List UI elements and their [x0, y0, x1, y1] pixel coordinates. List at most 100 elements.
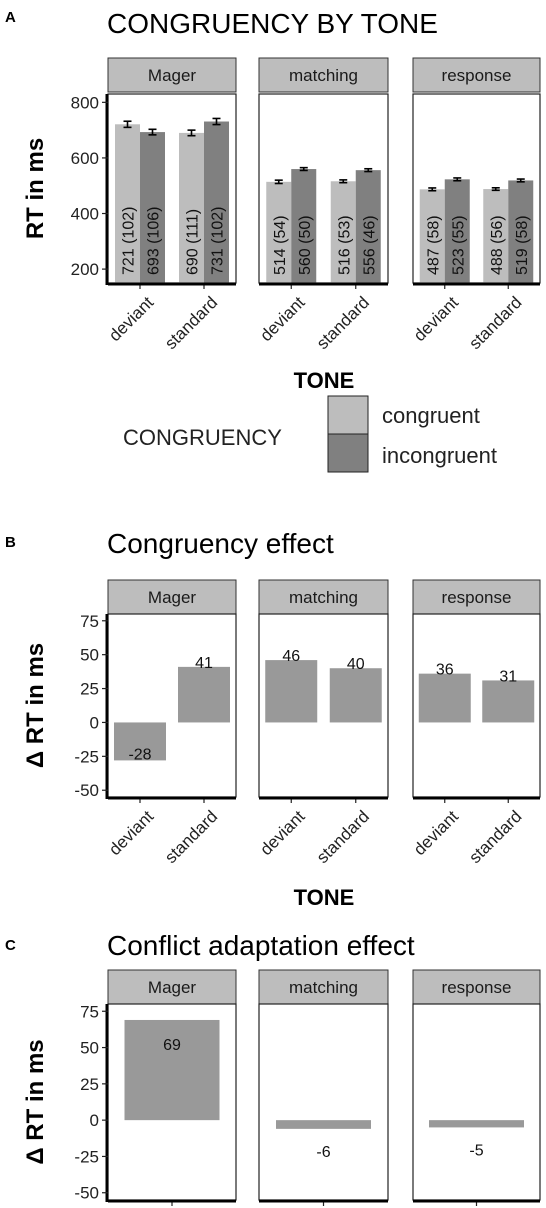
facet-label: Mager: [148, 588, 197, 607]
bar-value-label: 523 (55): [450, 215, 467, 275]
bar-incongruent: [291, 169, 317, 283]
bar-value-label: 516 (53): [336, 215, 353, 275]
facet-label: matching: [289, 588, 358, 607]
bar-value-label: 731 (102): [210, 207, 227, 276]
x-tick-label: deviant: [256, 293, 308, 345]
facet-label: Mager: [148, 66, 197, 85]
y-tick-label: 0: [90, 713, 99, 732]
facet-strip: [258, 579, 389, 615]
effect-bar: [418, 673, 471, 723]
x-tick-label: standard: [161, 807, 221, 867]
bar-value-label: 488 (56): [489, 215, 506, 275]
facet-strip: [412, 969, 541, 1005]
x-tick-label: standard: [313, 807, 373, 867]
bar-incongruent: [355, 170, 381, 283]
bar-value-label: -28: [128, 746, 151, 763]
y-tick-label: -50: [74, 781, 99, 800]
x-tick-label: deviant: [256, 807, 308, 859]
y-tick-label: 200: [71, 260, 99, 279]
x-tick-label: deviant: [410, 293, 462, 345]
facet-label: response: [442, 66, 512, 85]
y-tick-label: 600: [71, 149, 99, 168]
facet-label: matching: [289, 978, 358, 997]
bar-value-label: -6: [316, 1144, 330, 1161]
facet-label: matching: [289, 66, 358, 85]
bar-congruent: [266, 181, 292, 283]
y-tick-label: 800: [71, 93, 99, 112]
panel-b-title: Congruency effect: [107, 528, 334, 559]
y-axis-title: Δ RT in ms: [22, 1039, 49, 1164]
effect-bar: [114, 722, 166, 761]
bar-incongruent: [444, 179, 470, 283]
facet-label: response: [442, 588, 512, 607]
facet-strip: [107, 57, 237, 93]
facet-strip: [412, 579, 541, 615]
legend-swatch-congruent: [327, 395, 369, 435]
effect-bar: [178, 666, 230, 723]
x-tick-label: deviant: [105, 807, 157, 859]
bar-value-label: 36: [436, 662, 454, 679]
effect-bar: [265, 660, 318, 723]
facet-label: response: [442, 978, 512, 997]
panel-a-letter: A: [5, 9, 16, 26]
x-tick-label: deviant: [410, 807, 462, 859]
bar-value-label: 519 (58): [514, 215, 531, 275]
y-axis-title: Δ RT in ms: [22, 643, 49, 768]
bar-value-label: 721 (102): [121, 207, 138, 276]
panel-c-title: Conflict adaptation effect: [107, 930, 415, 961]
y-tick-label: 0: [90, 1111, 99, 1130]
legend-label: congruent: [382, 403, 480, 428]
bar-incongruent: [204, 121, 229, 283]
legend-swatch-incongruent: [327, 433, 369, 473]
facet-strip: [107, 969, 237, 1005]
x-tick-label: standard: [313, 293, 373, 353]
x-axis-title: TONE: [294, 368, 355, 393]
bar-incongruent: [508, 180, 534, 283]
bar-congruent: [419, 189, 445, 283]
y-tick-label: 75: [80, 612, 99, 631]
bar-value-label: -5: [469, 1142, 483, 1159]
y-tick-label: 25: [80, 680, 99, 699]
effect-bar: [124, 1019, 220, 1121]
legend-title: CONGRUENCY: [123, 425, 282, 450]
y-tick-label: -25: [74, 1147, 99, 1166]
x-tick-label: standard: [161, 293, 221, 353]
bar-congruent: [483, 189, 509, 283]
bar-value-label: 41: [195, 655, 213, 672]
y-tick-label: -50: [74, 1184, 99, 1203]
effect-bar: [429, 1120, 524, 1128]
x-tick-label: deviant: [105, 293, 157, 345]
bar-value-label: 556 (46): [361, 215, 378, 275]
effect-bar: [329, 668, 382, 723]
bar-congruent: [115, 124, 140, 283]
x-tick-label: standard: [465, 293, 525, 353]
panel-a-title: CONGRUENCY BY TONE: [107, 8, 438, 39]
y-tick-label: 25: [80, 1075, 99, 1094]
facet-strip: [107, 579, 237, 615]
x-axis-title: TONE: [294, 885, 355, 910]
y-tick-label: 400: [71, 205, 99, 224]
bar-value-label: 46: [282, 648, 300, 665]
legend-label: incongruent: [382, 443, 497, 468]
facet-strip: [258, 969, 389, 1005]
bar-value-label: 69: [163, 1037, 181, 1054]
y-tick-label: 50: [80, 646, 99, 665]
bar-value-label: 514 (54): [272, 215, 289, 275]
y-tick-label: 75: [80, 1002, 99, 1021]
facet-panel: [258, 1003, 389, 1201]
x-tick-label: standard: [465, 807, 525, 867]
facet-strip: [412, 57, 541, 93]
y-tick-label: 50: [80, 1039, 99, 1058]
bar-congruent: [330, 181, 356, 283]
bar-value-label: 31: [499, 668, 517, 685]
effect-bar: [482, 680, 535, 723]
panel-c-letter: C: [5, 937, 16, 954]
bar-value-label: 693 (106): [146, 207, 163, 276]
bar-incongruent: [140, 132, 165, 283]
bar-value-label: 690 (111): [185, 209, 202, 275]
bar-value-label: 560 (50): [297, 215, 314, 275]
y-tick-label: -25: [74, 747, 99, 766]
facet-panel: [412, 1003, 541, 1201]
bar-congruent: [179, 132, 204, 283]
